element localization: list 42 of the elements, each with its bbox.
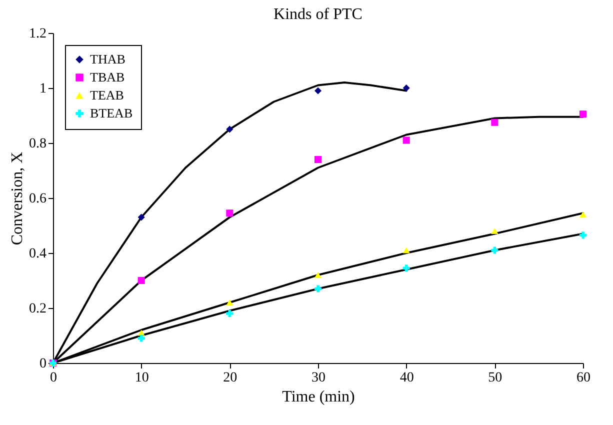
point bbox=[314, 156, 322, 164]
x-axis-title: Time (min) bbox=[282, 388, 355, 406]
y-tick-label: 1 bbox=[40, 82, 46, 96]
point bbox=[402, 247, 410, 254]
point bbox=[314, 285, 322, 292]
y-tick-label: 1.2 bbox=[29, 26, 46, 42]
legend-label: BTEAB bbox=[90, 106, 133, 120]
point bbox=[491, 118, 498, 126]
point bbox=[138, 334, 145, 342]
x-tick-label: 20 bbox=[223, 370, 238, 386]
point bbox=[314, 272, 322, 278]
point bbox=[402, 136, 410, 144]
y-tick-label: 0.8 bbox=[29, 136, 46, 152]
point bbox=[138, 214, 145, 221]
legend-label: TBAB bbox=[90, 70, 125, 84]
legend-label: TEAB bbox=[90, 88, 124, 102]
point bbox=[226, 210, 234, 217]
point bbox=[402, 264, 410, 272]
y-tick-label: 0.6 bbox=[29, 192, 46, 206]
point bbox=[579, 211, 587, 218]
x-tick-label: 50 bbox=[488, 370, 502, 386]
point bbox=[491, 228, 498, 234]
y-tick-label: 0.2 bbox=[29, 302, 46, 316]
x-tick-label: 10 bbox=[134, 370, 149, 386]
legend-label: THAB bbox=[90, 52, 126, 66]
point bbox=[579, 232, 587, 239]
point bbox=[138, 276, 145, 284]
point bbox=[226, 126, 234, 133]
x-tick-label: 40 bbox=[400, 370, 414, 386]
point bbox=[226, 299, 234, 306]
point bbox=[314, 87, 322, 94]
chart-title: Kinds of PTC bbox=[274, 6, 362, 23]
y-tick-label: 0.4 bbox=[29, 246, 46, 262]
point bbox=[491, 246, 498, 254]
x-tick-label: 30 bbox=[312, 370, 326, 386]
y-tick-label: 0 bbox=[40, 356, 46, 372]
point bbox=[226, 310, 234, 318]
x-tick-label: 0 bbox=[50, 370, 57, 386]
point bbox=[579, 110, 587, 118]
point bbox=[402, 84, 410, 92]
x-tick-label: 60 bbox=[576, 370, 590, 386]
y-axis-title: Conversion, X bbox=[9, 151, 26, 246]
